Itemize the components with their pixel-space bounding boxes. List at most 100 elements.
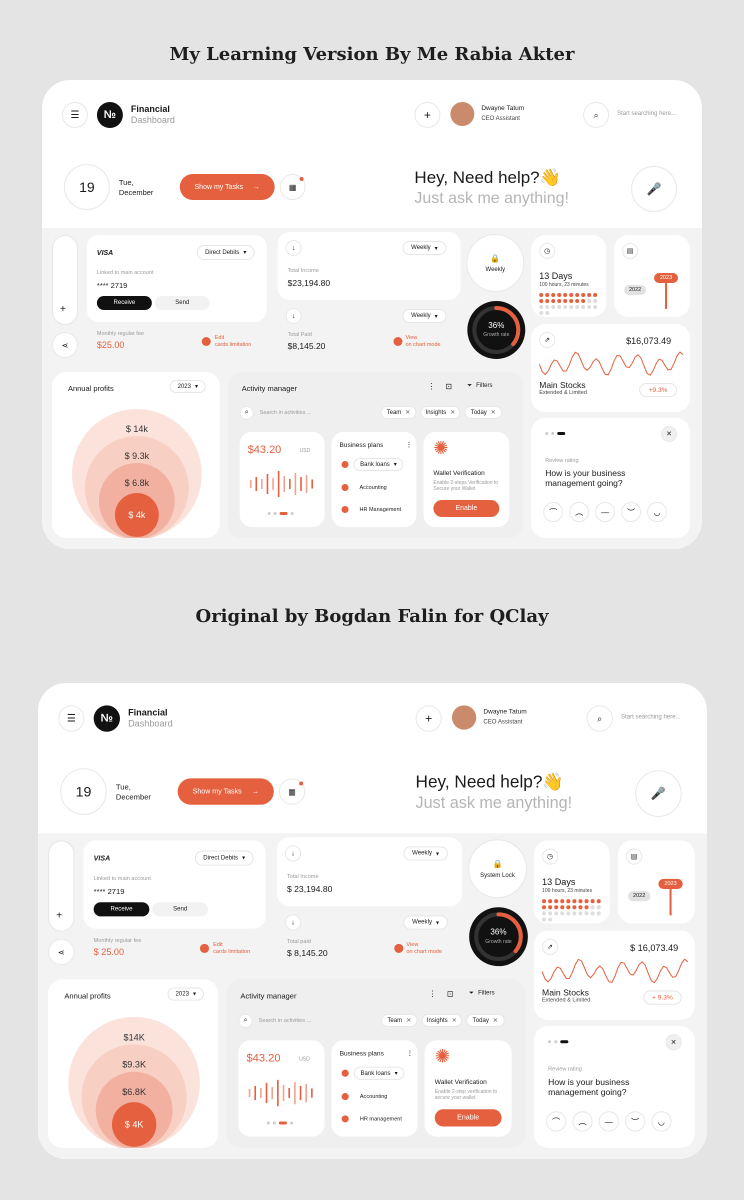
avatar[interactable] [451, 705, 477, 730]
top-caption: My Learning Version By Me Rabia Akter [169, 44, 575, 65]
paid-icon: ↓ [284, 914, 302, 931]
rating-bad-icon[interactable]: ︵ [569, 502, 590, 522]
rating-very-good-icon[interactable]: ◡ [647, 502, 668, 522]
chip-today[interactable]: Today ✕ [464, 406, 503, 419]
close-icon[interactable]: ✕ [492, 1017, 499, 1025]
close-icon[interactable]: ✕ [451, 1017, 457, 1025]
receive-button[interactable]: Receive [96, 296, 152, 310]
chip-insights[interactable]: Insights ✕ [420, 406, 461, 419]
share-icon[interactable]: ⋖ [48, 938, 75, 966]
search-icon[interactable]: ⌕ [583, 102, 610, 128]
plan-hr[interactable]: HR Management [359, 507, 402, 513]
filters-button[interactable]: ⏷ Filters [467, 383, 492, 390]
more-icon[interactable]: ⋮ [427, 382, 436, 391]
plus-icon[interactable]: + [59, 304, 66, 315]
menu-icon[interactable]: ☰ [58, 705, 85, 732]
edit-icon[interactable] [199, 943, 210, 953]
plan-accounting[interactable]: Accounting [359, 485, 387, 491]
search-icon[interactable]: ⌕ [238, 1013, 253, 1029]
paid-period-dropdown[interactable]: Weekly ▾ [403, 915, 448, 930]
microphone-icon[interactable]: 🎤 [635, 770, 682, 817]
year-2023[interactable]: 2023 [658, 878, 683, 890]
income-period-dropdown[interactable]: Weekly ▾ [402, 241, 447, 255]
paid-period-dropdown[interactable]: Weekly ▾ [402, 309, 447, 323]
enable-button[interactable]: Enable [434, 1109, 502, 1127]
rating-good-icon[interactable]: ︶ [621, 502, 642, 522]
search-icon[interactable]: ⌕ [586, 705, 613, 732]
direct-debits-dropdown[interactable]: Direct Debits ▾ [196, 245, 255, 260]
amount-pager[interactable] [266, 1121, 297, 1125]
close-icon[interactable]: ✕ [405, 410, 411, 416]
search-icon[interactable]: ⌕ [239, 406, 254, 420]
show-tasks-button[interactable]: Show my Tasks → [179, 174, 275, 200]
profits-year-dropdown[interactable]: 2023 ▾ [169, 380, 206, 393]
chip-insights[interactable]: Insights ✕ [421, 1013, 463, 1028]
progress-dot [569, 305, 574, 309]
year-2022[interactable]: 2022 [624, 285, 647, 295]
add-button[interactable]: + [415, 705, 442, 732]
receive-button[interactable]: Receive [93, 902, 150, 917]
share-icon[interactable]: ⋖ [51, 332, 78, 358]
close-icon[interactable]: ✕ [490, 410, 496, 416]
close-icon[interactable]: ✕ [665, 1034, 682, 1051]
activity-search-input[interactable]: Search in activities ... [258, 1017, 312, 1025]
filters-button[interactable]: ⏷ Filters [469, 991, 494, 998]
direct-debits-dropdown[interactable]: Direct Debits ▾ [194, 850, 254, 866]
edit-icon[interactable] [201, 337, 211, 346]
search-input[interactable]: Start searching here... [620, 714, 681, 721]
search-input[interactable]: Start searching here... [617, 111, 677, 117]
learning-version-frame: ☰ № Financial Dashboard + Dwayne Tatum C… [42, 80, 702, 549]
view-chart-link[interactable]: View on chart mode [406, 942, 442, 956]
rating-neutral-icon[interactable]: — [598, 1111, 619, 1132]
plan-hr[interactable]: HR management [359, 1116, 402, 1123]
progress-dot [590, 899, 595, 904]
amount-pager[interactable] [267, 512, 298, 515]
rating-bad-icon[interactable]: ︵ [572, 1111, 593, 1132]
chip-team[interactable]: Team ✕ [381, 1013, 418, 1028]
system-lock-button[interactable]: 🔒 Weekly [466, 234, 525, 292]
rating-very-bad-icon[interactable]: ⌒ [543, 502, 564, 522]
activity-search-input[interactable]: Search in activities ... [259, 410, 312, 416]
close-icon[interactable]: ✕ [406, 1017, 412, 1025]
plan-bank-loans[interactable]: Bank loans ▾ [353, 1066, 405, 1080]
year-2023[interactable]: 2023 [654, 273, 679, 283]
view-icon[interactable] [393, 337, 403, 346]
income-period-dropdown[interactable]: Weekly ▾ [403, 846, 448, 861]
rating-good-icon[interactable]: ︶ [625, 1111, 646, 1132]
rating-very-bad-icon[interactable]: ⌒ [546, 1111, 567, 1132]
more-icon[interactable]: ⋮ [406, 1050, 414, 1058]
chip-team[interactable]: Team ✕ [380, 406, 417, 419]
focus-icon[interactable]: ⊡ [445, 382, 453, 391]
show-tasks-button[interactable]: Show my Tasks → [177, 778, 274, 805]
chip-today[interactable]: Today ✕ [466, 1013, 505, 1028]
rating-neutral-icon[interactable]: — [595, 502, 616, 522]
year-2022[interactable]: 2022 [628, 891, 651, 902]
close-icon[interactable]: ✕ [450, 410, 456, 416]
more-icon[interactable]: ⋮ [428, 989, 437, 999]
profits-year-dropdown[interactable]: 2023 ▾ [167, 987, 204, 1001]
view-icon[interactable] [394, 943, 404, 953]
plan-accounting[interactable]: Accounting [359, 1094, 388, 1101]
more-icon[interactable]: ⋮ [405, 442, 413, 449]
edit-cards-link[interactable]: Edit cards limitation [215, 335, 252, 349]
send-button[interactable]: Send [152, 902, 209, 917]
plus-icon[interactable]: + [56, 910, 63, 922]
original-version-frame: ☰ № Financial Dashboard + Dwayne Tatum C… [38, 683, 707, 1159]
send-button[interactable]: Send [154, 296, 210, 310]
rating-very-good-icon[interactable]: ◡ [651, 1111, 672, 1132]
focus-icon[interactable]: ⊡ [446, 989, 454, 999]
microphone-icon[interactable]: 🎤 [631, 166, 678, 212]
view-chart-link[interactable]: View on chart mode [405, 335, 440, 349]
carousel-dots[interactable] [548, 1040, 569, 1044]
help-title-text: Hey, Need help? [414, 168, 540, 187]
avatar[interactable] [450, 102, 475, 126]
fee-value: $25.00 [96, 340, 125, 350]
edit-cards-link[interactable]: Edit cards limitation [213, 942, 250, 956]
add-button[interactable]: + [414, 102, 441, 128]
carousel-dots[interactable] [545, 432, 566, 436]
close-icon[interactable]: ✕ [661, 426, 678, 442]
menu-icon[interactable]: ☰ [61, 102, 88, 128]
plan-bank-loans[interactable]: Bank loans ▾ [353, 458, 404, 471]
enable-button[interactable]: Enable [433, 500, 500, 517]
system-lock-button[interactable]: 🔒 System Lock [468, 839, 527, 899]
